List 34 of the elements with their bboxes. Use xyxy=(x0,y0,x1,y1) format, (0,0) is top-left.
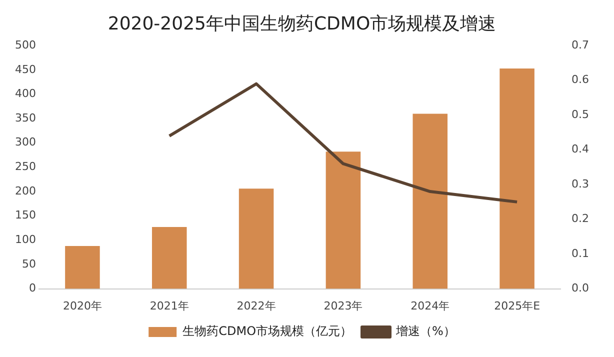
y-tick-label: 450 xyxy=(14,62,36,76)
x-tick-label: 2025年E xyxy=(494,299,540,312)
y-tick-label: 50 xyxy=(22,257,36,270)
y2-tick-label: 0.4 xyxy=(572,142,590,156)
legend-label: 生物药CDMO市场规模（亿元） xyxy=(182,324,352,338)
y2-tick-label: 0.2 xyxy=(572,212,590,226)
y-tick-label: 250 xyxy=(14,160,36,174)
y2-tick-label: 0.1 xyxy=(572,246,590,260)
legend-label: 增速（%） xyxy=(395,324,456,338)
y2-tick-label: 0.7 xyxy=(572,38,590,52)
chart-title: 2020-2025年中国生物药CDMO市场规模及增速 xyxy=(108,13,496,34)
y-tick-label: 200 xyxy=(14,184,36,198)
y2-tick-label: 0.5 xyxy=(572,108,590,121)
x-tick-label: 2021年 xyxy=(150,299,189,312)
y-tick-label: 100 xyxy=(14,233,36,246)
bar xyxy=(65,246,100,289)
y-tick-label: 400 xyxy=(14,87,36,100)
x-tick-label: 2023年 xyxy=(324,299,363,312)
x-tick-label: 2024年 xyxy=(410,299,450,312)
y2-tick-label: 0.3 xyxy=(572,177,590,190)
bar xyxy=(238,188,274,289)
y-tick-label: 300 xyxy=(14,136,36,149)
y2-tick-label: 0.6 xyxy=(572,73,590,86)
x-tick-label: 2022年 xyxy=(236,299,276,312)
y-tick-label: 0 xyxy=(28,282,36,295)
x-tick-label: 2020年 xyxy=(62,299,102,312)
bar xyxy=(500,68,534,289)
bar xyxy=(326,152,361,289)
bar xyxy=(412,114,448,289)
y-tick-label: 500 xyxy=(14,38,36,52)
y2-tick-label: 0.0 xyxy=(572,282,590,295)
y-tick-label: 150 xyxy=(14,208,36,222)
bar xyxy=(152,227,187,289)
y-tick-label: 350 xyxy=(14,111,36,124)
